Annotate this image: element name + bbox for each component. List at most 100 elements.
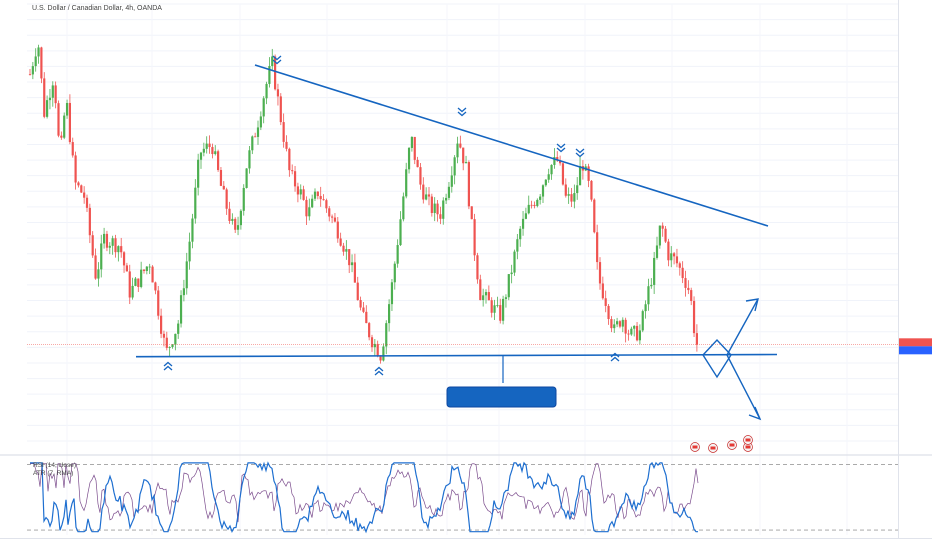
candle-body: [624, 319, 627, 334]
candle-body: [313, 191, 317, 199]
top-chevron-marker-stroke: [457, 107, 467, 113]
candle-body: [576, 185, 579, 194]
candle-body: [684, 278, 687, 288]
candle-body: [339, 238, 342, 246]
candle-body: [57, 103, 60, 136]
candle-body: [259, 116, 262, 128]
candle-body: [502, 298, 505, 321]
candle-body: [168, 346, 171, 348]
candle-body: [31, 66, 34, 75]
candle-body: [638, 330, 641, 341]
candle-body: [311, 198, 314, 208]
candle-body: [120, 246, 123, 253]
candle-body: [598, 262, 602, 284]
candle-body: [219, 169, 223, 186]
flag-stripe: [692, 445, 698, 449]
candle-body: [513, 251, 516, 273]
candle-body: [299, 189, 302, 195]
bottom-chevron-marker-stroke: [610, 356, 620, 362]
bullish-projection-line: [726, 298, 759, 356]
candle-body: [88, 207, 91, 236]
candle-body: [453, 157, 456, 176]
flag-stripe: [745, 438, 751, 442]
candle-body: [91, 235, 94, 256]
candle-body: [382, 346, 385, 361]
candle-body: [416, 159, 419, 168]
candle-body: [199, 152, 203, 160]
candle-body: [128, 271, 131, 298]
bottom-chevron-marker: [610, 352, 620, 362]
economic-event-icon: [708, 443, 718, 453]
candle-body: [85, 197, 89, 208]
candle-body: [359, 300, 362, 308]
top-chevron-marker: [575, 148, 585, 158]
candle-body: [68, 102, 71, 143]
candle-body: [593, 199, 596, 233]
candle-body: [202, 148, 205, 153]
candle-body: [182, 288, 185, 296]
candle-body: [80, 185, 83, 193]
candle-body: [131, 285, 134, 298]
candle-body: [137, 278, 140, 287]
candle-body: [547, 174, 550, 180]
candle-body: [436, 203, 439, 215]
candle-body: [496, 305, 499, 306]
candle-body: [681, 267, 684, 279]
candle-body: [122, 252, 126, 266]
candle-body: [191, 218, 194, 242]
candle-body: [373, 343, 376, 348]
candle-body: [690, 290, 693, 301]
candle-body: [83, 192, 86, 198]
candle-body: [507, 274, 510, 298]
candle-body: [590, 180, 593, 200]
candle-body: [177, 323, 180, 334]
top-chevron-marker-stroke: [575, 148, 585, 154]
candle-body: [493, 305, 496, 313]
candle-body: [325, 200, 328, 209]
candle-body: [388, 304, 391, 324]
candle-body: [197, 159, 200, 188]
candle-body: [179, 295, 183, 324]
candle-body: [430, 196, 433, 213]
candle-body: [650, 284, 653, 287]
indicator-layer: [27, 461, 898, 534]
candle-body: [439, 214, 442, 219]
candle-body: [559, 160, 562, 164]
candle-body: [536, 199, 539, 206]
candle-body: [279, 96, 282, 123]
candle-body: [51, 85, 54, 98]
candle-body: [336, 221, 339, 239]
candle-body: [40, 47, 43, 79]
bottom-chevron-marker-stroke: [374, 370, 384, 376]
candle-body: [561, 163, 565, 185]
candle-body: [239, 210, 242, 226]
candle-body: [242, 187, 245, 211]
candle-body: [556, 157, 559, 161]
candle-body: [550, 164, 553, 175]
candle-body: [633, 325, 636, 329]
candle-body: [268, 66, 271, 84]
candle-body: [385, 323, 388, 347]
candle-body: [188, 241, 191, 262]
candle-body: [353, 262, 356, 283]
candle-body: [692, 300, 696, 334]
candle-body: [350, 262, 354, 266]
candle-body: [370, 337, 374, 348]
candle-body: [368, 323, 371, 338]
candle-body: [225, 189, 228, 209]
candle-body: [214, 151, 217, 155]
candle-body: [222, 185, 225, 190]
candle-body: [65, 102, 69, 116]
candle-body: [302, 189, 305, 200]
candle-body: [125, 265, 128, 272]
candle-body: [285, 141, 288, 149]
candle-body: [48, 97, 52, 101]
candle-body: [613, 324, 616, 329]
candle-body: [544, 179, 547, 186]
candle-body: [447, 186, 451, 198]
candle-body: [291, 170, 294, 172]
candle-body: [610, 319, 613, 329]
top-chevron-marker: [272, 55, 282, 65]
candle-body: [390, 282, 394, 305]
